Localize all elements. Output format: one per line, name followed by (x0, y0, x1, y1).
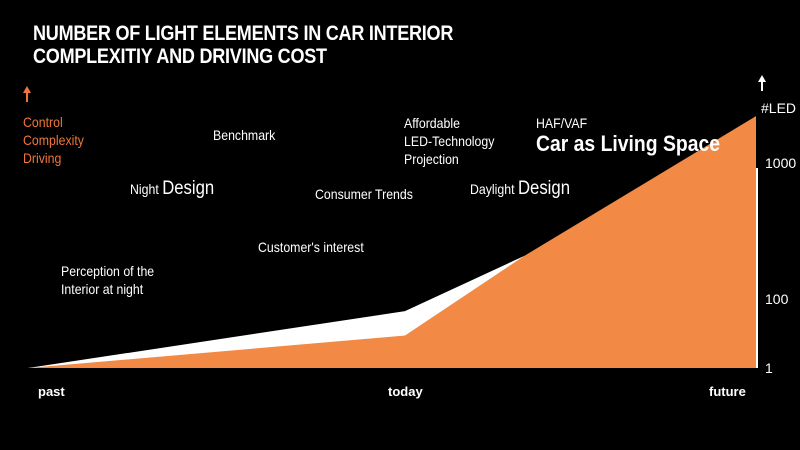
series-area-orange (28, 116, 756, 368)
left-axis-label-driving: Driving (23, 150, 62, 166)
x-tick-past: past (38, 384, 65, 399)
annotation-perception-line1: Perception of the (61, 263, 155, 279)
y-axis-label: #LED (761, 100, 797, 116)
annotation-perception: Perception of the Interior at night (61, 262, 154, 298)
annotation-perception-line2: Interior at night (61, 281, 144, 297)
left-axis-label: Control Complexity Driving (23, 113, 84, 167)
y-tick-100: 100 (765, 291, 789, 307)
annotation-daylight-design-big: Design (517, 178, 571, 199)
annotation-daylight: Daylight (470, 181, 515, 197)
left-axis-arrow-icon (23, 86, 31, 102)
annotation-affordable-line2: LED-Technology (404, 133, 495, 149)
y-tick-1000: 1000 (765, 155, 797, 171)
annotation-benchmark: Benchmark (213, 127, 276, 143)
annotation-car-as-living-space: Car as Living Space (536, 131, 721, 156)
x-tick-today: today (388, 384, 423, 399)
annotation-affordable-line1: Affordable (404, 115, 460, 131)
title-line-1: NUMBER OF LIGHT ELEMENTS IN CAR INTERIOR (33, 22, 454, 45)
title-line-2: COMPLEXITIY AND DRIVING COST (33, 45, 327, 68)
chart-title: NUMBER OF LIGHT ELEMENTS IN CAR INTERIOR… (33, 22, 453, 68)
annotation-daylight-design: Daylight Design (470, 178, 571, 199)
annotation-night-design-big: Design (162, 178, 215, 199)
annotation-night: Night (130, 181, 159, 197)
annotation-affordable: Affordable LED-Technology Projection (404, 114, 494, 168)
annotation-consumer-trends: Consumer Trends (315, 186, 413, 202)
x-tick-future: future (709, 384, 746, 399)
annotation-night-design: Night Design (130, 178, 215, 199)
annotation-affordable-line3: Projection (404, 151, 459, 167)
annotation-customer-interest: Customer's interest (258, 239, 364, 255)
y-axis-arrow-icon (758, 75, 766, 91)
annotation-haf-vaf: HAF/VAF (536, 115, 588, 131)
left-axis-label-control: Control (23, 114, 63, 130)
left-axis-label-complexity: Complexity (23, 132, 84, 148)
y-tick-1: 1 (765, 360, 773, 376)
